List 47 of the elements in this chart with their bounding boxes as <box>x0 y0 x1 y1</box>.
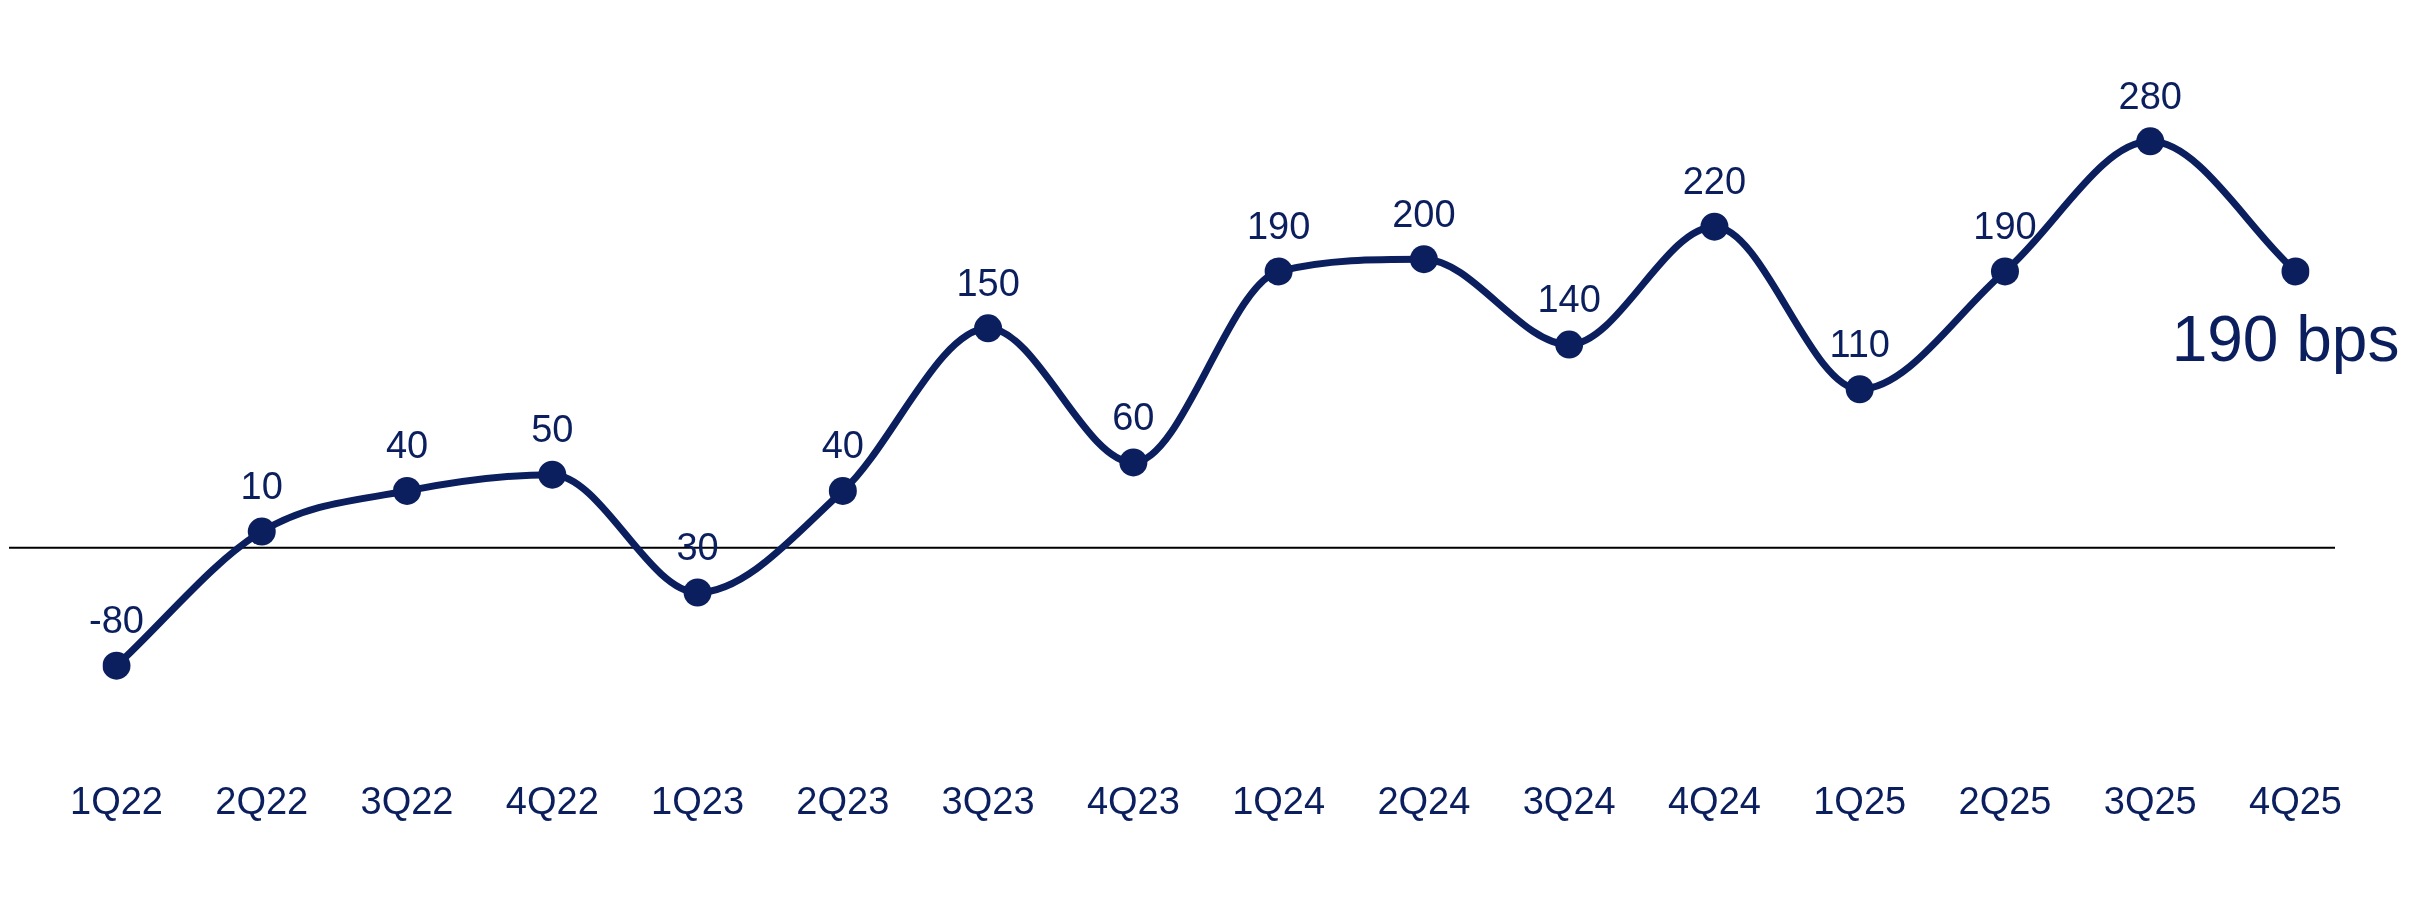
x-tick-label: 4Q24 <box>1667 779 1761 822</box>
point <box>1700 212 1729 241</box>
point <box>538 460 567 489</box>
text: 10 <box>240 465 283 508</box>
text: 150 <box>956 261 1020 304</box>
point <box>1119 448 1148 477</box>
x-tick-label: 4Q22 <box>505 779 599 822</box>
x-tick-label: 4Q25 <box>2249 779 2342 822</box>
point <box>1264 257 1293 286</box>
x-tick-label: 3Q24 <box>1522 779 1616 822</box>
point <box>1555 330 1584 359</box>
x-tick-label: 4Q23 <box>1086 779 1180 822</box>
point <box>1409 245 1438 274</box>
x-tick-label: 2Q25 <box>1958 779 2052 822</box>
point <box>828 476 857 505</box>
x-tick-label: 3Q23 <box>941 779 1035 822</box>
point <box>1845 375 1874 404</box>
x-tick-label: 3Q22 <box>360 779 454 822</box>
point <box>393 476 422 505</box>
x-tick-label: 1Q24 <box>1232 779 1326 822</box>
x-tick-label: 1Q23 <box>651 779 745 822</box>
point <box>1990 257 2019 286</box>
x-tick-label: 2Q23 <box>796 779 890 822</box>
point <box>247 517 276 546</box>
x-tick-label: 2Q24 <box>1377 779 1471 822</box>
x-tick-label: 1Q25 <box>1813 779 1907 822</box>
text: 190 <box>1973 204 2037 247</box>
x-tick-label: 2Q22 <box>215 779 309 822</box>
point <box>974 314 1003 343</box>
text: 110 <box>1829 322 1891 365</box>
x-tick-label: 1Q22 <box>70 779 163 822</box>
text: 280 <box>2118 74 2182 117</box>
text: -80 <box>89 599 144 642</box>
point <box>683 578 712 607</box>
text: 140 <box>1537 278 1601 321</box>
text: 40 <box>821 424 864 467</box>
text: 200 <box>1392 192 1456 235</box>
text: 60 <box>1112 395 1155 438</box>
text: 40 <box>385 424 429 467</box>
point <box>2281 257 2310 286</box>
text: 50 <box>531 408 574 451</box>
x-tick-label: 3Q25 <box>2103 779 2197 822</box>
text: 190 <box>1246 204 1311 247</box>
text: 190 bps <box>2171 303 2400 376</box>
point <box>2136 127 2165 156</box>
point <box>102 651 131 680</box>
text: 220 <box>1682 160 1747 203</box>
